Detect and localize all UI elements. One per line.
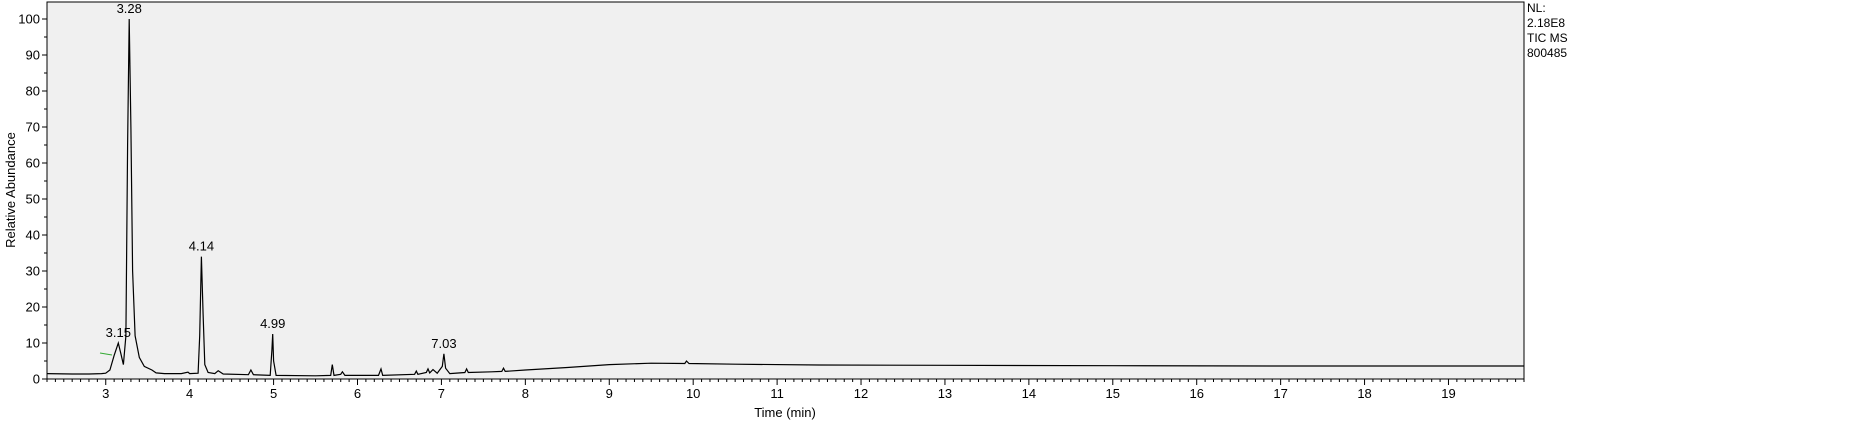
x-tick-label: 16 <box>1189 386 1203 401</box>
x-axis: 3 4 5 6 7 8 9 10 11 12 13 14 15 16 17 18 19 <box>46 379 1525 401</box>
x-tick-label: 18 <box>1357 386 1371 401</box>
y-tick-label: 80 <box>26 84 40 99</box>
side-info-line: 800485 <box>1527 46 1567 60</box>
y-tick-label: 10 <box>26 336 40 351</box>
x-tick-label: 8 <box>522 386 529 401</box>
plot-area <box>46 1 1525 380</box>
x-tick-label: 12 <box>854 386 868 401</box>
x-tick-label: 15 <box>1106 386 1120 401</box>
y-tick-label: 70 <box>26 120 40 135</box>
x-tick-label: 11 <box>770 386 784 401</box>
peak-label: 4.99 <box>260 316 285 331</box>
y-axis: 0 10 20 30 40 50 60 70 80 90 100 <box>18 12 47 387</box>
peak-labels: 3.15 3.28 4.14 4.99 7.03 <box>106 1 457 351</box>
x-tick-label: 14 <box>1022 386 1036 401</box>
y-tick-label: 40 <box>26 228 40 243</box>
x-tick-label: 6 <box>354 386 361 401</box>
x-tick-label: 7 <box>438 386 445 401</box>
x-tick-label: 4 <box>186 386 193 401</box>
x-tick-label: 9 <box>606 386 613 401</box>
y-tick-label: 50 <box>26 192 40 207</box>
peak-3.15-marker <box>99 352 113 356</box>
y-tick-label: 0 <box>33 372 40 387</box>
y-tick-label: 100 <box>18 12 40 27</box>
x-tick-label: 3 <box>102 386 109 401</box>
peak-label: 4.14 <box>189 239 214 254</box>
x-tick-label: 17 <box>1273 386 1287 401</box>
x-tick-label: 19 <box>1441 386 1455 401</box>
y-tick-label: 90 <box>26 48 40 63</box>
x-tick-label: 5 <box>270 386 277 401</box>
side-info-line: TIC MS <box>1527 31 1568 45</box>
side-info-line: 2.18E8 <box>1527 16 1565 30</box>
y-axis-label: Relative Abundance <box>3 132 18 248</box>
x-axis-label: Time (min) <box>754 405 816 420</box>
y-tick-label: 30 <box>26 264 40 279</box>
side-info-line: NL: <box>1527 1 1546 15</box>
peak-label: 3.15 <box>106 325 131 340</box>
peak-label: 3.28 <box>117 1 142 16</box>
x-tick-label: 10 <box>686 386 700 401</box>
series-line <box>46 18 1524 377</box>
peak-label: 7.03 <box>431 336 456 351</box>
x-tick-label: 13 <box>938 386 952 401</box>
y-tick-label: 60 <box>26 156 40 171</box>
y-tick-label: 20 <box>26 300 40 315</box>
